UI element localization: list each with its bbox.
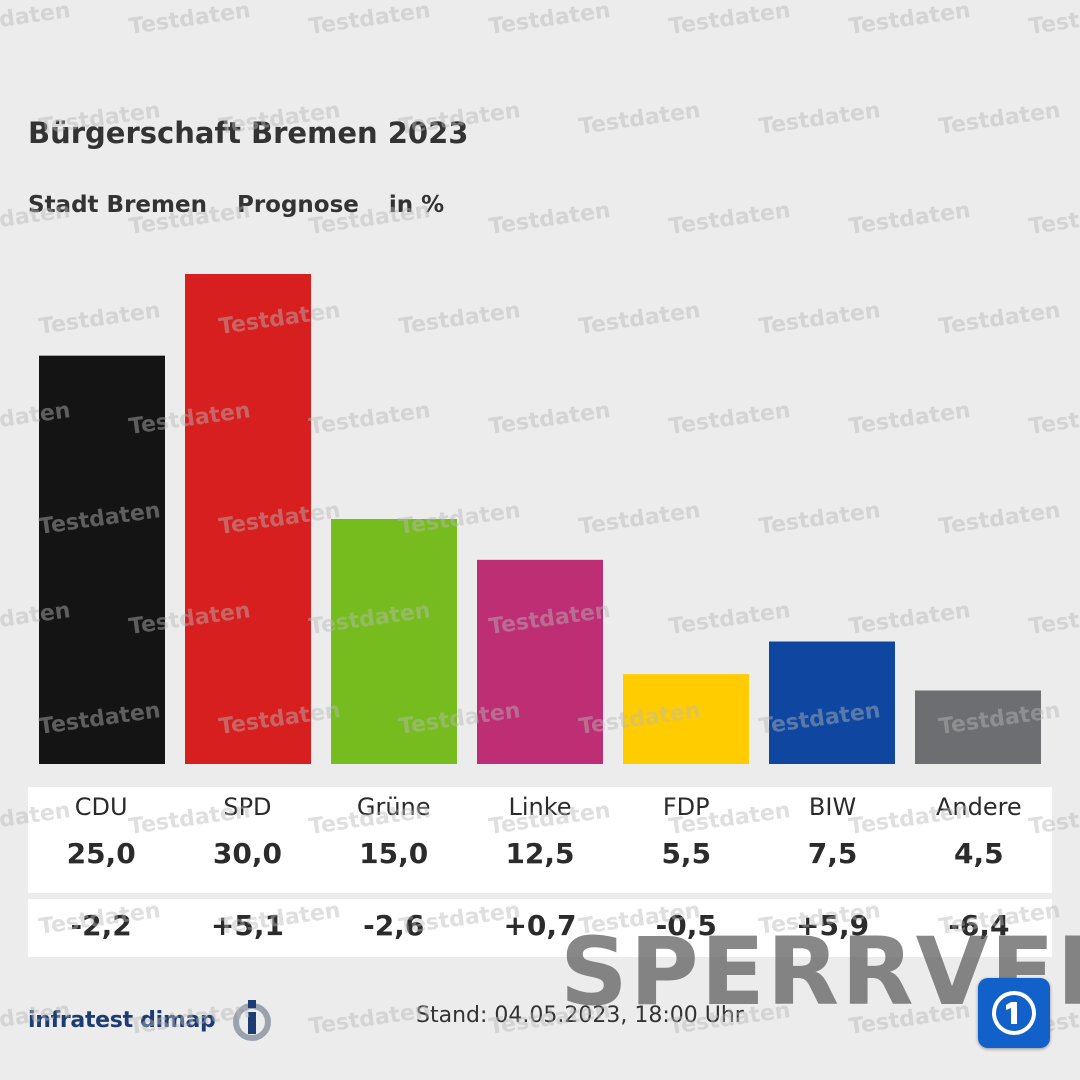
chart-subtitle: Stadt Bremen Prognose in %	[28, 192, 444, 218]
bar-fdp	[623, 674, 749, 764]
source-logo: infratest dimap	[28, 996, 276, 1044]
chart-title: Bürgerschaft Bremen 2023	[28, 116, 469, 150]
stand-value: 04.05.2023, 18:00 Uhr	[494, 1003, 744, 1028]
bar-andere	[915, 690, 1041, 764]
party-name-grüne: Grüne	[356, 793, 431, 821]
party-value-cdu: 25,0	[66, 837, 136, 870]
party-value-row: 25,0 30,0 15,0 12,5 5,5 7,5 4,5	[28, 837, 1052, 893]
timestamp: Stand: 04.05.2023, 18:00 Uhr	[416, 1003, 744, 1028]
party-name-fdp: FDP	[662, 793, 710, 821]
party-value-andere: 4,5	[954, 837, 1004, 870]
results-table: CDU SPD Grüne Linke FDP BIW Andere 25,0 30,0 15,…	[28, 787, 1052, 957]
party-value-biw: 7,5	[807, 837, 858, 870]
party-value-linke: 12,5	[505, 837, 575, 870]
stand-label: Stand:	[416, 1003, 488, 1028]
bar-linke	[477, 559, 603, 764]
party-name-spd: SPD	[223, 793, 272, 821]
source-name: infratest dimap	[28, 1007, 216, 1033]
subtitle-region: Stadt Bremen	[28, 192, 207, 218]
subtitle-type: Prognose	[236, 192, 359, 218]
party-diff-fdp: -0,5	[655, 909, 717, 942]
party-name-row: CDU SPD Grüne Linke FDP BIW Andere	[28, 787, 1052, 837]
party-diff-andere: -6,4	[948, 909, 1010, 942]
party-value-grüne: 15,0	[359, 837, 429, 870]
subtitle-unit: in %	[388, 192, 445, 218]
party-diff-biw: +5,9	[796, 909, 870, 942]
ard-logo-icon	[978, 978, 1050, 1048]
party-name-andere: Andere	[935, 793, 1022, 821]
party-diff-grüne: -2,6	[363, 909, 425, 942]
bar-cdu	[39, 355, 165, 764]
party-name-biw: BIW	[808, 793, 857, 821]
party-name-cdu: CDU	[74, 793, 128, 821]
bar-biw	[769, 641, 895, 764]
party-diff-spd: +5,1	[210, 909, 284, 942]
party-diff-linke: +0,7	[503, 909, 577, 942]
infratest-logo-icon	[232, 1000, 271, 1041]
party-diff-cdu: -2,2	[70, 909, 132, 942]
watermark-text: Testdaten	[307, 998, 432, 1040]
party-name-linke: Linke	[508, 793, 572, 821]
bar-chart	[39, 274, 1041, 764]
party-diff-row: -2,2 +5,1 -2,6 +0,7 -0,5 +5,9 -6,4	[28, 899, 1052, 957]
party-value-fdp: 5,5	[661, 837, 712, 870]
bar-grüne	[331, 519, 457, 764]
party-value-spd: 30,0	[212, 837, 282, 870]
bar-spd	[185, 274, 311, 764]
